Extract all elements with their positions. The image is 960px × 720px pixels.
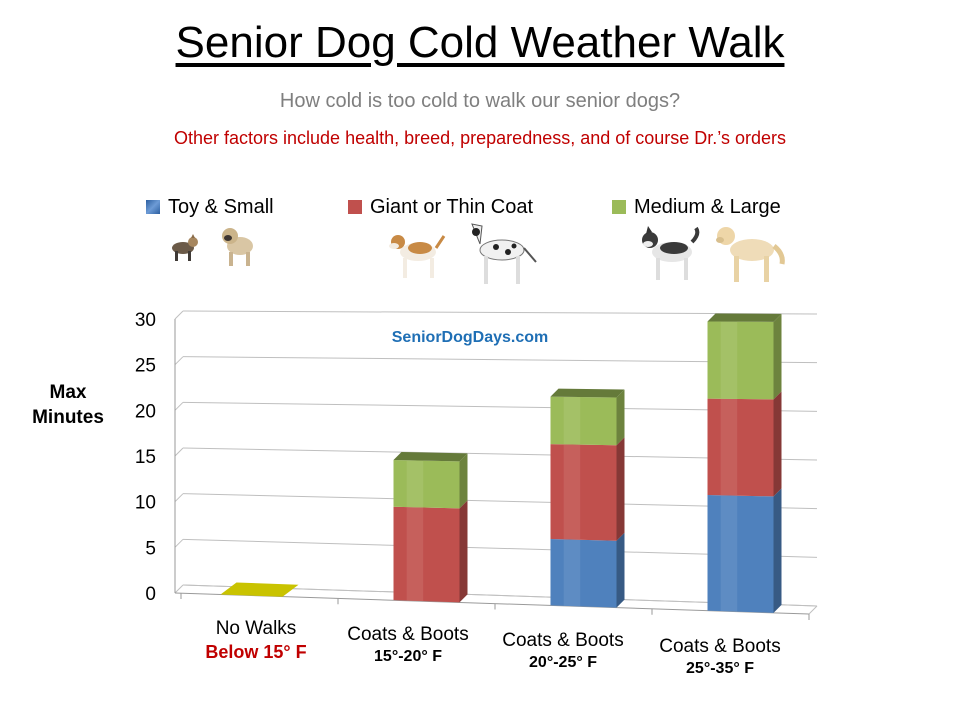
category-label-15-20: Coats & Boots 15°-20° F xyxy=(328,624,488,666)
gridline-side xyxy=(174,310,184,320)
legend-label-toy-small: Toy & Small xyxy=(168,196,274,218)
y-tick-label: 25 xyxy=(135,356,156,377)
bar-segment xyxy=(550,444,617,541)
bar-segment-highlight xyxy=(720,321,738,399)
page-title: Senior Dog Cold Weather Walk xyxy=(175,18,785,67)
gridline-side xyxy=(174,401,184,411)
bar-segment-side xyxy=(773,391,782,497)
y-tick-label: 5 xyxy=(145,538,156,559)
category-label-25-35: Coats & Boots 25°-35° F xyxy=(640,636,800,678)
y-tick-label: 30 xyxy=(135,310,156,331)
bar-segment-side xyxy=(459,453,468,509)
floor-side-line xyxy=(808,605,818,615)
bar-segment xyxy=(550,396,617,446)
gridline-side xyxy=(174,356,184,366)
legend-label-medium-large: Medium & Large xyxy=(634,196,781,218)
bar-segment-side xyxy=(773,488,782,613)
bar-segment-side xyxy=(459,500,468,603)
y-tick-label: 10 xyxy=(135,493,156,514)
zero-value-marker xyxy=(220,582,299,597)
gridline-side xyxy=(174,447,184,457)
y-tick-label: 0 xyxy=(145,584,156,605)
yorkie-icon xyxy=(172,234,198,261)
bar-segment-side xyxy=(616,532,625,608)
bar-segment-side xyxy=(616,437,625,541)
gridline-side xyxy=(174,538,184,548)
great-dane-icon xyxy=(471,223,537,284)
bar-segment-highlight xyxy=(563,396,581,445)
category-label-line1: Coats & Boots xyxy=(502,630,624,651)
bar-segment-highlight xyxy=(720,398,738,496)
bar-segment xyxy=(707,494,774,613)
bar-segment-side xyxy=(773,313,782,400)
legend-item-giant-thin: Giant or Thin Coat xyxy=(348,196,533,219)
y-tick-label: 20 xyxy=(135,401,156,422)
beagle-icon xyxy=(389,235,446,278)
page-subtitle: How cold is too cold to walk our senior … xyxy=(279,90,681,112)
legend-item-toy-small: Toy & Small xyxy=(146,196,274,219)
category-label-line1: No Walks xyxy=(215,618,297,639)
bar-segment xyxy=(393,460,460,509)
gridline-side xyxy=(174,584,184,594)
bar-segment-highlight xyxy=(720,495,738,612)
category-label-line1: Coats & Boots xyxy=(659,636,781,657)
category-label-line2: 25°-35° F xyxy=(686,660,754,677)
legend-item-medium-large: Medium & Large xyxy=(612,196,781,219)
y-tick-label: 15 xyxy=(135,447,156,468)
pug-icon xyxy=(222,228,253,266)
bar-segment-side xyxy=(616,389,625,446)
golden-retriever-icon xyxy=(716,227,785,282)
bar-segment xyxy=(550,538,617,608)
bar-segment xyxy=(707,321,774,400)
category-label-line2: Below 15° F xyxy=(205,642,307,662)
factors-note: Other factors include health, breed, pre… xyxy=(173,128,786,148)
legend-swatch-toy-small xyxy=(146,200,160,214)
category-label-line1: Coats & Boots xyxy=(347,624,469,645)
bar-segment-highlight xyxy=(563,444,581,540)
bar-top-cap xyxy=(707,313,782,322)
bar-top-cap xyxy=(393,452,468,462)
category-label-line2: 15°-20° F xyxy=(374,648,442,665)
category-label-no-walks: No Walks Below 15° F xyxy=(176,618,336,663)
category-label-20-25: Coats & Boots 20°-25° F xyxy=(483,630,643,672)
category-label-line2: 20°-25° F xyxy=(529,654,597,671)
bar-segment xyxy=(707,398,774,497)
bar-segment-highlight xyxy=(406,460,424,508)
legend-swatch-medium-large xyxy=(612,200,626,214)
bar-segment-highlight xyxy=(406,507,424,602)
y-axis-label: Max Minutes xyxy=(32,382,104,428)
legend-swatch-giant-thin xyxy=(348,200,362,214)
husky-icon xyxy=(642,226,700,280)
gridline-side xyxy=(174,493,184,503)
bar-top-cap xyxy=(550,388,625,398)
watermark-text: SeniorDogDays.com xyxy=(391,329,549,346)
bar-segment xyxy=(393,506,460,603)
bar-segment-highlight xyxy=(563,539,581,607)
legend-label-giant-thin: Giant or Thin Coat xyxy=(370,196,534,218)
gridline xyxy=(182,310,818,315)
